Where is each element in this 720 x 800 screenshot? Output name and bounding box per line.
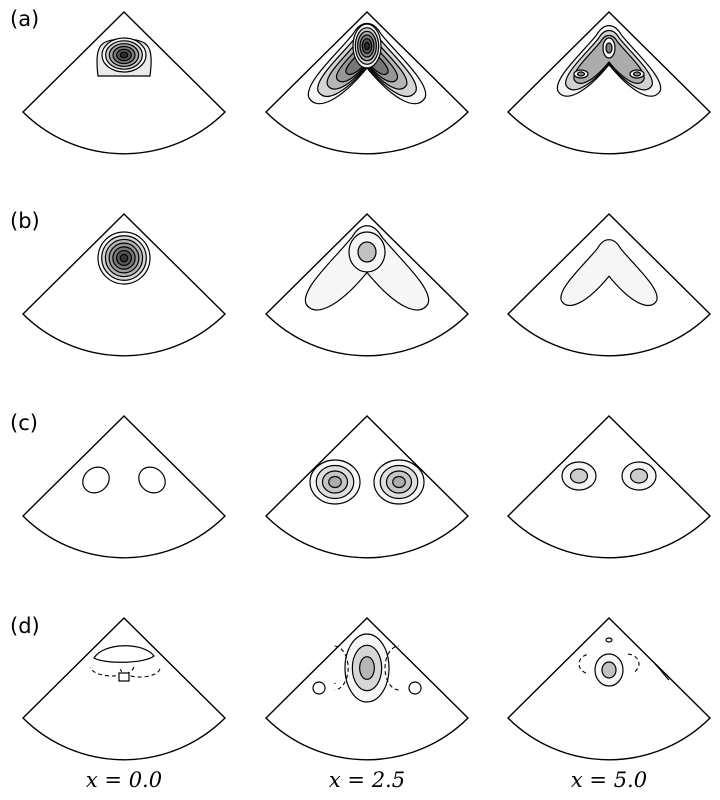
contour-line bbox=[357, 241, 377, 263]
contour-line bbox=[118, 672, 130, 682]
contour-line bbox=[569, 468, 589, 484]
contour-line bbox=[573, 34, 645, 84]
column-label-x2-5: x = 2.5 bbox=[329, 768, 405, 792]
panel-c-1 bbox=[265, 415, 469, 559]
panel-d-2 bbox=[507, 617, 711, 761]
contour-line bbox=[328, 475, 342, 489]
contour-line bbox=[138, 466, 166, 494]
panel-a-2 bbox=[507, 11, 711, 155]
contour-line bbox=[359, 656, 375, 680]
contour-line bbox=[629, 468, 649, 484]
contour-line bbox=[560, 239, 658, 306]
sector-outline bbox=[507, 11, 711, 155]
sector-outline bbox=[265, 415, 469, 559]
dashed-contour bbox=[89, 666, 135, 677]
dashed-contour bbox=[627, 653, 640, 674]
contour-line bbox=[576, 71, 586, 77]
row-label-a: (a) bbox=[10, 7, 39, 31]
contour-line bbox=[93, 645, 155, 663]
panel-c-0 bbox=[22, 415, 226, 559]
contour-line bbox=[392, 475, 406, 489]
contour-line bbox=[364, 41, 370, 51]
contour-line bbox=[601, 661, 617, 679]
sector-outline bbox=[22, 617, 226, 761]
contour-line bbox=[605, 637, 613, 643]
panel-b-2 bbox=[507, 213, 711, 357]
row-label-d: (d) bbox=[10, 614, 40, 638]
sector-outline bbox=[265, 213, 469, 357]
dashed-contour bbox=[334, 645, 349, 691]
contour-line bbox=[312, 681, 326, 695]
column-label-x0: x = 0.0 bbox=[86, 768, 162, 792]
contour-line bbox=[408, 681, 422, 695]
sector-outline bbox=[22, 11, 226, 155]
panel-b-0 bbox=[22, 213, 226, 357]
panel-c-2 bbox=[507, 415, 711, 559]
dashed-contour bbox=[384, 645, 399, 691]
sector-outline bbox=[22, 415, 226, 559]
dashed-contour bbox=[119, 668, 161, 678]
sector-outline bbox=[507, 213, 711, 357]
contour-line bbox=[632, 71, 642, 77]
panel-d-1 bbox=[265, 617, 469, 761]
column-label-x5: x = 5.0 bbox=[571, 768, 647, 792]
dashed-contour bbox=[578, 653, 590, 674]
contour-line bbox=[119, 51, 129, 59]
contour-line bbox=[605, 42, 613, 54]
panels-group bbox=[22, 11, 711, 761]
sector-outline bbox=[265, 11, 469, 155]
sector-outline bbox=[507, 617, 711, 761]
row-label-c: (c) bbox=[10, 411, 38, 435]
row-label-b: (b) bbox=[10, 209, 40, 233]
contour-line bbox=[119, 253, 129, 263]
panel-a-0 bbox=[22, 11, 226, 155]
sector-outline bbox=[507, 415, 711, 559]
sector-outline bbox=[22, 213, 226, 357]
panel-d-0 bbox=[22, 617, 226, 761]
contour-line bbox=[82, 466, 110, 494]
panel-b-1 bbox=[265, 213, 469, 357]
contour-line bbox=[654, 663, 670, 681]
panel-a-1 bbox=[265, 11, 469, 155]
